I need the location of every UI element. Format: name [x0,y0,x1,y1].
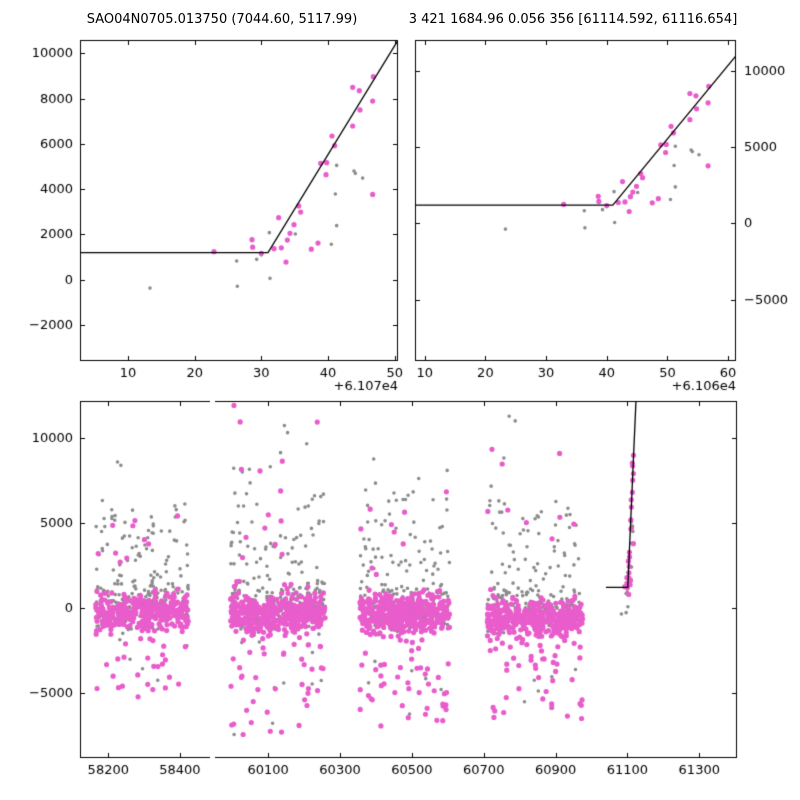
subplot-title-left: SAO04N0705.013750 (7044.60, 5117.99) [86,12,358,27]
subplot-title-right: 3 421 1684.96 0.056 356 [61114.592, 6111… [408,12,738,27]
